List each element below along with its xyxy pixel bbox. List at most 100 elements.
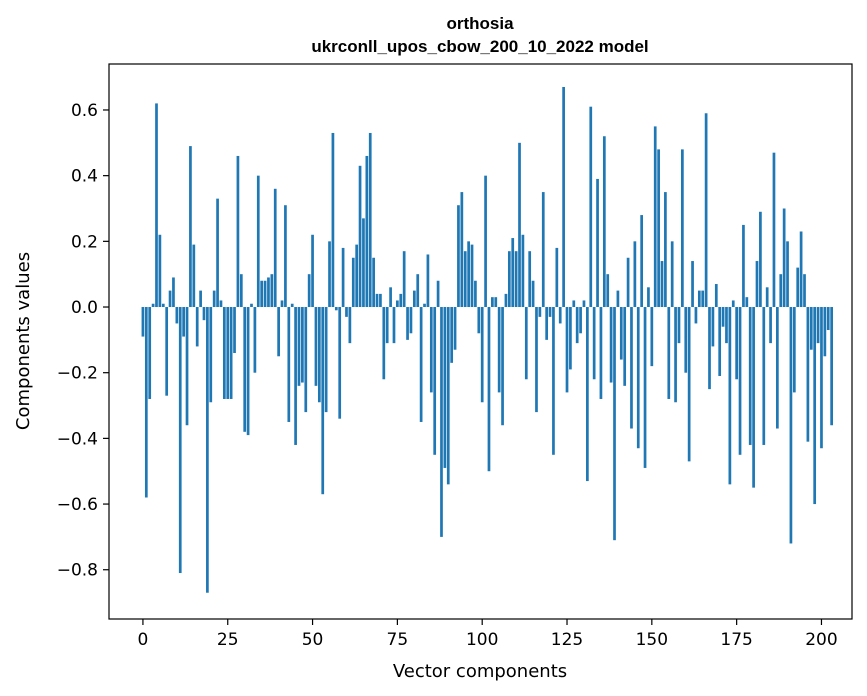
bar-component-171 (721, 307, 725, 327)
bar-component-117 (538, 307, 542, 317)
bar-component-41 (280, 300, 284, 308)
bar-component-93 (457, 205, 460, 308)
bar-component-177 (742, 224, 745, 308)
bar-component-179 (748, 307, 752, 445)
bar-component-124 (562, 86, 565, 308)
bar-component-130 (582, 300, 586, 308)
bar-component-24 (222, 307, 226, 399)
bar-component-69 (375, 293, 379, 308)
bar-component-23 (219, 300, 223, 308)
bar-component-26 (229, 307, 233, 399)
bar-component-139 (613, 307, 616, 541)
bar-component-94 (460, 192, 464, 308)
bar-component-190 (786, 241, 789, 308)
y-axis-label: Components values (13, 252, 34, 430)
x-tick-label: 200 (805, 630, 837, 650)
bar-component-193 (796, 267, 800, 308)
bar-component-10 (175, 307, 179, 324)
bar-component-5 (158, 234, 162, 308)
bar-component-137 (606, 274, 610, 308)
bar-component-141 (619, 307, 623, 360)
bar-component-195 (803, 274, 806, 308)
bar-component-135 (599, 307, 603, 399)
bar-component-87 (436, 280, 440, 308)
bar-component-155 (667, 307, 671, 399)
bar-component-176 (738, 307, 742, 455)
bar-component-86 (433, 307, 437, 455)
x-tick-label: 50 (302, 630, 324, 650)
bar-component-185 (769, 307, 772, 344)
bar-component-28 (236, 155, 240, 308)
bar-component-145 (633, 241, 637, 308)
bar-component-154 (664, 192, 667, 308)
bar-component-75 (396, 300, 399, 308)
bar-component-127 (572, 300, 576, 308)
bar-component-55 (328, 241, 331, 308)
bar-component-31 (246, 307, 250, 436)
bar-component-103 (491, 297, 494, 308)
bar-component-129 (579, 307, 582, 334)
bar-component-100 (480, 307, 484, 403)
bar-component-118 (541, 192, 545, 308)
bar-component-78 (406, 307, 409, 340)
bar-component-68 (372, 257, 375, 308)
chart-title: orthosia (446, 14, 514, 33)
bar-component-62 (351, 257, 355, 308)
bar-component-39 (273, 188, 277, 308)
bar-component-35 (260, 280, 264, 308)
bar-component-112 (521, 234, 525, 308)
bar-component-83 (423, 303, 426, 308)
bar-component-191 (789, 307, 793, 544)
bar-component-99 (477, 307, 481, 334)
bar-component-168 (711, 307, 715, 347)
bar-component-108 (507, 251, 511, 308)
bar-component-131 (586, 307, 589, 482)
bar-component-162 (691, 261, 694, 308)
bar-component-82 (419, 307, 423, 422)
y-axis-ticks: −0.8 −0.6 −0.4 −0.2 0.0 0.2 0.4 0.6 (57, 101, 109, 581)
bar-component-160 (684, 307, 688, 373)
bar-component-147 (640, 215, 644, 308)
bar-component-54 (324, 307, 328, 413)
bar-component-8 (168, 290, 172, 308)
bar-component-52 (317, 307, 321, 403)
bar-component-113 (524, 307, 528, 380)
bar-component-38 (270, 274, 274, 308)
bar-component-151 (653, 126, 657, 308)
bar-component-188 (779, 274, 783, 308)
bar-component-61 (348, 307, 352, 344)
bar-component-90 (446, 307, 450, 485)
bar-component-48 (304, 307, 308, 413)
bar-component-167 (708, 307, 711, 390)
bar-component-189 (782, 208, 786, 308)
y-tick-label: 0.4 (71, 167, 98, 187)
bar-component-64 (358, 165, 362, 308)
bar-component-53 (321, 307, 325, 495)
bar-component-163 (694, 307, 698, 324)
bar-component-42 (284, 205, 287, 308)
bar-component-126 (569, 307, 572, 370)
bar-component-73 (389, 287, 392, 308)
bar-component-89 (443, 307, 447, 468)
y-tick-label: 0.6 (71, 101, 98, 121)
bar-component-36 (263, 280, 267, 308)
bar-component-9 (172, 277, 175, 308)
bar-component-134 (596, 178, 599, 308)
bar-component-66 (365, 155, 369, 308)
y-tick-label: 0.2 (71, 232, 98, 252)
bar-component-149 (647, 287, 650, 308)
bar-component-175 (735, 307, 738, 380)
x-tick-label: 75 (387, 630, 409, 650)
bar-component-74 (392, 307, 396, 344)
bar-component-21 (212, 290, 216, 308)
bar-component-172 (725, 307, 728, 344)
bar-component-34 (256, 175, 260, 308)
bar-component-12 (182, 307, 185, 337)
bar-component-198 (813, 307, 817, 505)
bar-component-4 (155, 103, 158, 308)
bar-component-102 (487, 307, 491, 472)
bar-component-184 (765, 287, 769, 308)
bar-component-29 (239, 274, 243, 308)
x-tick-label: 0 (138, 630, 149, 650)
